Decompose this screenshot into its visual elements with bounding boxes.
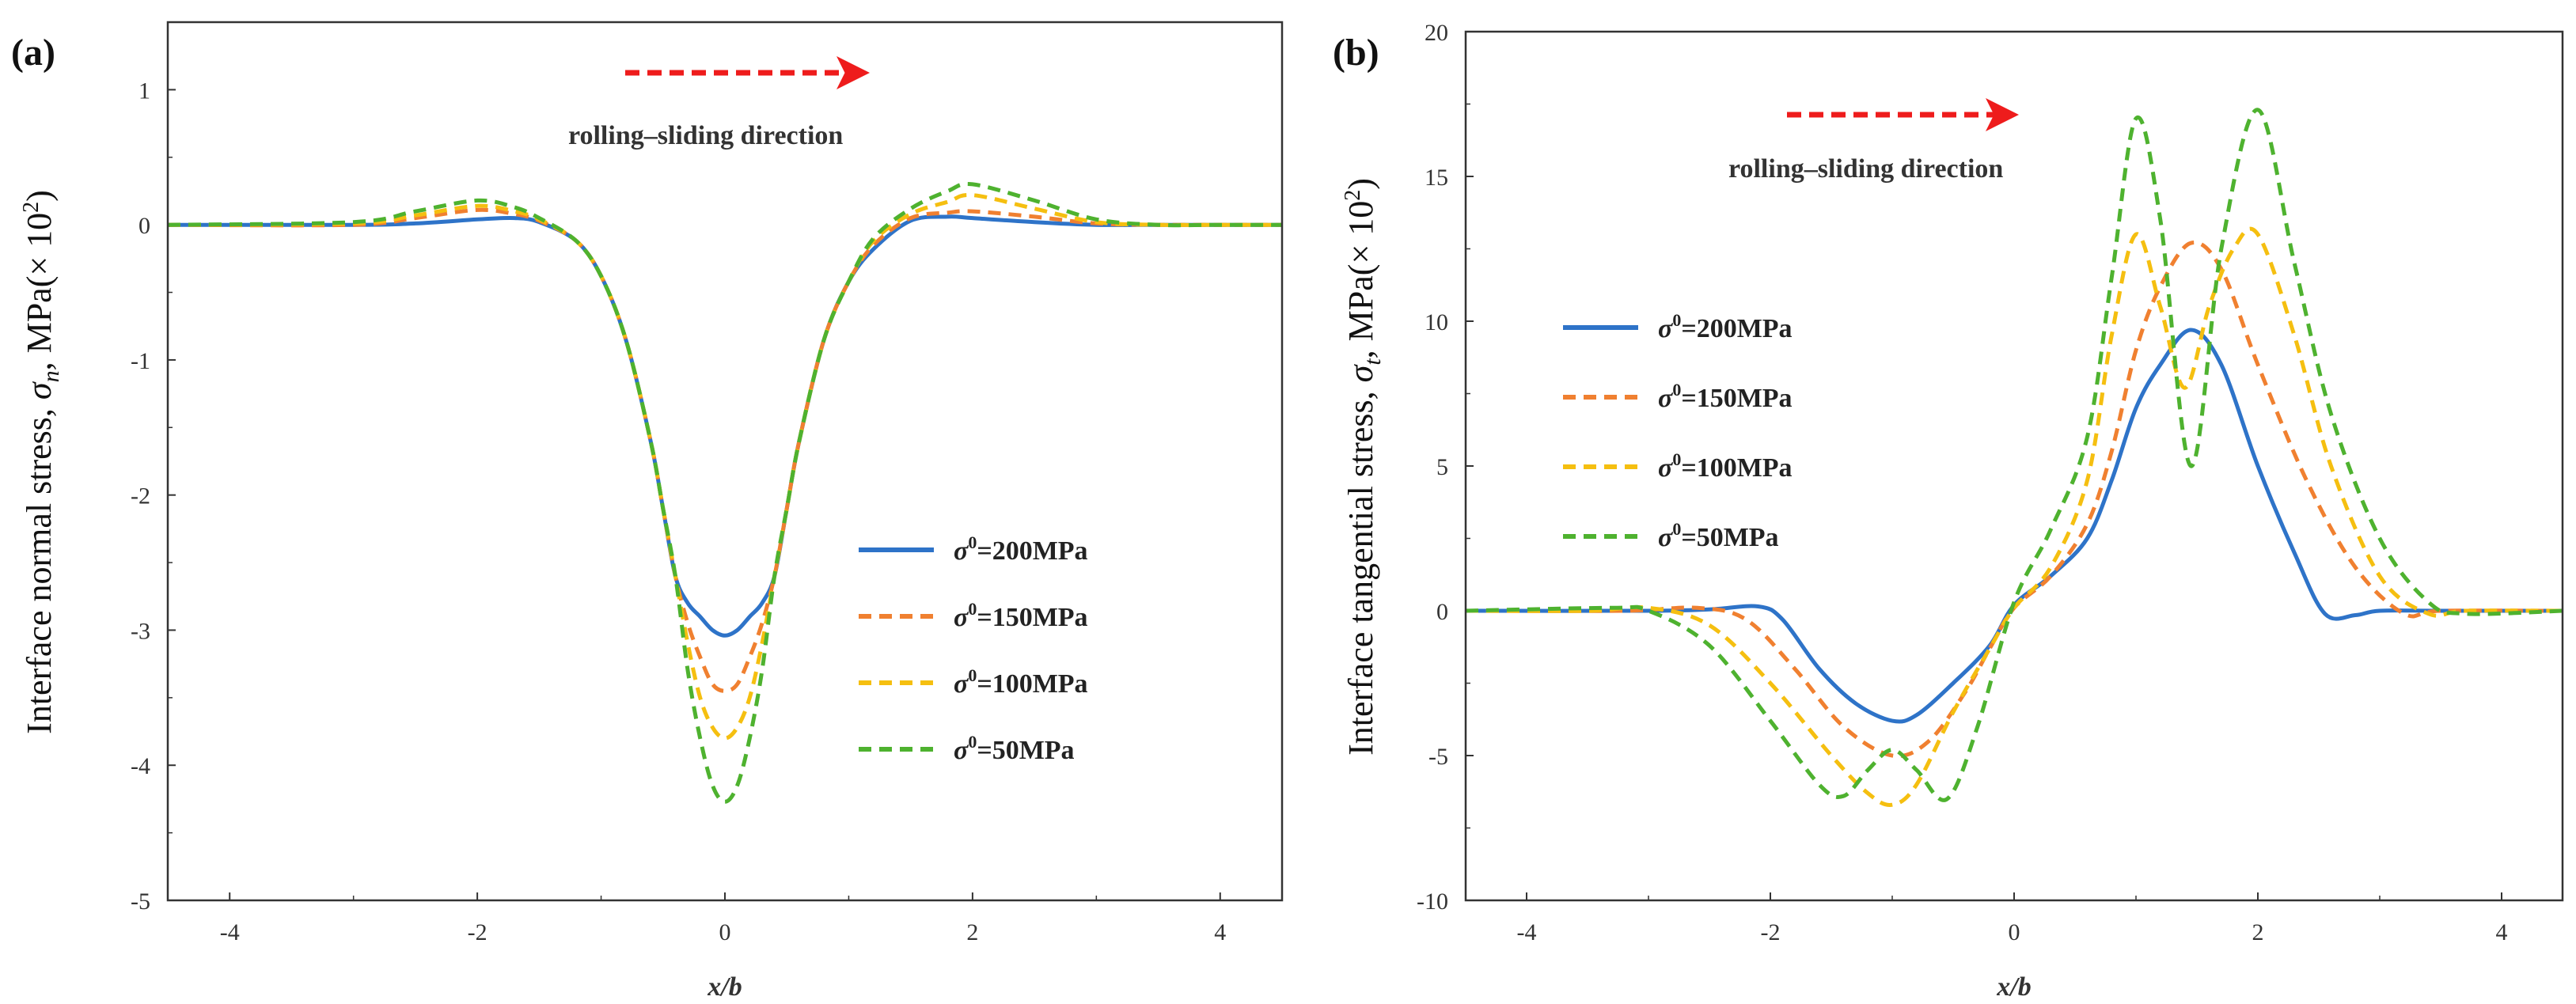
y-axis-symbol-b: σ bbox=[1341, 363, 1380, 382]
x-tick-label: 4 bbox=[2496, 919, 2508, 945]
series-line-s100 bbox=[168, 192, 1282, 741]
y-tick-label: -10 bbox=[1417, 888, 1448, 915]
y-tick-label: 10 bbox=[1425, 309, 1448, 335]
y-tick-label: -2 bbox=[131, 483, 150, 510]
y-tick-label: -5 bbox=[131, 888, 150, 915]
x-tick-label: -4 bbox=[1517, 919, 1537, 945]
series-line-s200 bbox=[168, 214, 1282, 638]
y-tick-label: 20 bbox=[1425, 20, 1448, 46]
y-axis-label-a-text: Interface normal stress, bbox=[20, 400, 59, 734]
plot-frame-b bbox=[1464, 30, 2564, 902]
series-line-s150 bbox=[1466, 241, 2563, 759]
x-tick-label: -4 bbox=[220, 919, 240, 945]
y-axis-exponent-a: 2 bbox=[19, 202, 44, 213]
x-axis-label-a: x/b bbox=[707, 972, 742, 1002]
y-tick-label: 0 bbox=[138, 213, 150, 239]
x-tick-label: -2 bbox=[1761, 919, 1781, 945]
y-axis-units-a: , MPa(× 10 bbox=[20, 213, 59, 371]
y-axis-label-a: Interface normal stress, σn, MPa(× 102) bbox=[19, 190, 64, 734]
legend-label: σ0=50MPa bbox=[1658, 519, 1779, 552]
y-tick-label: 0 bbox=[1436, 599, 1448, 625]
series-line-s150 bbox=[168, 207, 1282, 693]
y-axis-exponent-b: 2 bbox=[1341, 190, 1365, 201]
legend-b: σ0=200MPa σ0=150MPa σ0=100MPa σ0=50MPa bbox=[1563, 310, 1793, 552]
x-ticks-b: -4 -2 0 2 4 bbox=[1517, 892, 2508, 945]
y-tick-label: 1 bbox=[138, 78, 150, 104]
x-axis-label-b: x/b bbox=[1996, 972, 2031, 1002]
panel-label-b: (b) bbox=[1333, 32, 1379, 74]
x-tick-label: -2 bbox=[468, 919, 488, 945]
legend-label: σ0=100MPa bbox=[954, 665, 1088, 699]
y-axis-close-b: ) bbox=[1341, 178, 1380, 190]
legend-label: σ0=200MPa bbox=[954, 532, 1088, 566]
x-tick-label: 2 bbox=[966, 919, 978, 945]
x-tick-label: 0 bbox=[719, 919, 731, 945]
x-tick-label: 0 bbox=[2009, 919, 2020, 945]
y-tick-label: -4 bbox=[131, 753, 150, 779]
y-tick-label: 5 bbox=[1436, 454, 1448, 480]
series-line-s100 bbox=[1466, 226, 2563, 808]
legend-label: σ0=50MPa bbox=[954, 732, 1075, 765]
y-tick-label: -3 bbox=[131, 618, 150, 644]
series-lines-a bbox=[168, 181, 1282, 804]
direction-annotation-a: rolling–sliding direction bbox=[568, 121, 843, 150]
series-line-s50 bbox=[168, 181, 1282, 804]
y-axis-label-b-text: Interface tangential stress, bbox=[1341, 382, 1380, 756]
direction-annotation-b: rolling–sliding direction bbox=[1728, 154, 2003, 184]
series-lines-b bbox=[1466, 108, 2563, 808]
legend-label: σ0=100MPa bbox=[1658, 449, 1793, 483]
y-tick-label: -1 bbox=[131, 348, 150, 374]
y-axis-units-b: , MPa(× 10 bbox=[1341, 201, 1380, 359]
legend-label: σ0=150MPa bbox=[954, 599, 1088, 632]
y-axis-symbol-a: σ bbox=[20, 381, 59, 400]
panel-label-a: (a) bbox=[11, 32, 55, 74]
legend-label: σ0=150MPa bbox=[1658, 380, 1793, 413]
y-axis-label-b: Interface tangential stress, σt, MPa(× 1… bbox=[1341, 178, 1386, 756]
y-ticks-b: -10 -5 0 5 10 15 20 bbox=[1417, 20, 1474, 915]
x-ticks-a: -4 -2 0 2 4 bbox=[220, 892, 1226, 945]
chart-panel-a: (a) -5 -4 -3 -2 -1 0 1 -4 -2 0 2 4 x/b Interface n… bbox=[11, 21, 1284, 1002]
legend-label: σ0=200MPa bbox=[1658, 310, 1793, 343]
y-axis-subscript-b: t bbox=[1360, 358, 1386, 366]
chart-panel-b: (b) -10 -5 0 5 10 15 20 -4 -2 0 2 4 x/b Interface … bbox=[1333, 20, 2564, 1002]
series-line-s200 bbox=[1466, 328, 2563, 724]
series-line-s50 bbox=[1466, 108, 2563, 802]
legend-a: σ0=200MPa σ0=150MPa σ0=100MPa σ0=50MPa bbox=[859, 532, 1088, 765]
x-tick-label: 4 bbox=[1214, 919, 1226, 945]
y-axis-close-a: ) bbox=[20, 190, 59, 202]
y-ticks-a: -5 -4 -3 -2 -1 0 1 bbox=[131, 78, 176, 915]
y-tick-label: 15 bbox=[1425, 165, 1448, 191]
x-tick-label: 2 bbox=[2252, 919, 2264, 945]
y-axis-subscript-a: n bbox=[38, 370, 64, 382]
plot-frame-a bbox=[166, 21, 1284, 902]
y-tick-label: -5 bbox=[1428, 744, 1448, 770]
